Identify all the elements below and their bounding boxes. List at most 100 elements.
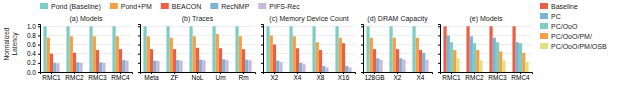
bar [266,26,269,72]
bar [248,60,251,72]
y-axis-line [38,25,41,73]
y-axis-line [438,25,441,73]
bar-series [143,26,238,72]
bar-series [370,38,419,72]
bar [416,38,419,72]
grid [363,26,432,72]
y-tick: 0.4 [27,50,40,57]
bar [79,63,82,72]
y-tick-mark [38,54,40,55]
bar [512,26,515,72]
legend-item: Pond (Baseline) [40,3,101,11]
y-tick-mark [138,63,140,64]
y-tick-mark [361,26,363,27]
bar [476,50,479,72]
bar [93,36,96,72]
y-tick-mark [38,72,40,73]
bar [156,61,159,72]
y-tick-mark [38,26,40,27]
bar [399,58,402,72]
bar [373,49,376,72]
x-tick-label: X4 [294,74,302,81]
x-tick-label: 128GB [364,74,384,81]
legend-item: PC/OoO/PM/ [540,33,592,40]
x-tick-label: Um [215,74,225,81]
subplot-title: (c) Memory Device Count [269,15,348,23]
y-tick [138,63,140,64]
x-tick: X2 [271,72,279,81]
x-tick: ZF [171,72,179,81]
y-tick-mark [261,63,263,64]
x-tick: Um [215,72,225,81]
legend-label: PIFS-Rec [269,3,300,10]
y-tick [261,72,263,73]
bar [293,36,296,72]
bars [443,26,528,72]
y-tick [138,54,140,55]
legend-label: PC/OoO/PM/OSB [551,43,607,50]
y-tick-mark [261,54,263,55]
chart-svg: 0.00.20.40.60.81.0RMC1RMC2RMC3RMC4(a) Mo… [0,0,640,88]
legend-swatch [540,13,548,19]
x-tick-label: RMC4 [111,74,130,81]
legend-swatch [540,3,548,9]
y-tick-mark [361,63,363,64]
x-axis: X2X4X8X16 [264,72,356,81]
bar-series [156,60,251,72]
y-tick-mark [138,26,140,27]
x-tick-label: X2 [394,74,402,81]
grid-line [263,26,355,27]
bar [345,66,348,72]
y-tick [438,54,440,55]
y-axis [138,25,141,73]
x-tick-label: RMC3 [488,74,507,81]
y-axis-line [138,25,141,73]
bar [125,61,128,72]
bar [276,61,279,72]
bar-series [366,26,415,72]
y-tick [138,45,140,46]
bar [199,60,202,72]
bar [147,36,150,72]
legend: BaselinePCPC/OoOPC/OoO/PM/PC/OoO/PM/OSB [540,3,607,50]
bar [450,42,453,72]
y-axis: 0.00.20.40.60.81.0 [27,23,41,76]
bar [379,60,382,72]
legend-swatch [110,3,118,9]
bar [150,49,153,72]
y-tick [361,26,363,27]
y-tick-mark [38,35,40,36]
y-axis-line [361,25,364,73]
y-tick-mark [261,45,263,46]
bar [89,26,92,72]
bar [270,35,273,72]
y-tick [138,72,140,73]
x-tick-label: X2 [271,74,279,81]
bar-series [273,43,345,72]
bar [525,62,528,72]
legend-label: PC [551,13,561,20]
bar [412,26,415,72]
bar [366,26,369,72]
x-tick-label: RMC4 [511,74,530,81]
x-tick: RMC3 [88,72,107,81]
bar [312,26,315,72]
bar [319,50,322,72]
bar [242,49,245,72]
bar [479,61,482,72]
grid [40,26,132,72]
bar [273,45,276,72]
legend-item: Pond+PM [110,3,152,10]
y-tick-mark [438,63,440,64]
y-tick-mark [138,72,140,73]
bar-series [443,26,515,72]
bar [112,26,115,72]
x-axis: MetaZFNoLUmRm [141,72,256,81]
subplot: MetaZFNoLUmRm(b) Traces [138,15,256,81]
subplot: 0.00.20.40.60.81.0RMC1RMC2RMC3RMC4(a) Mo… [3,15,133,81]
y-tick-mark [261,72,263,73]
x-tick-label: RMC2 [465,74,484,81]
y-tick [261,63,263,64]
y-tick-label: 0.0 [27,69,36,76]
y-axis-title-line: Normalized [3,27,10,60]
